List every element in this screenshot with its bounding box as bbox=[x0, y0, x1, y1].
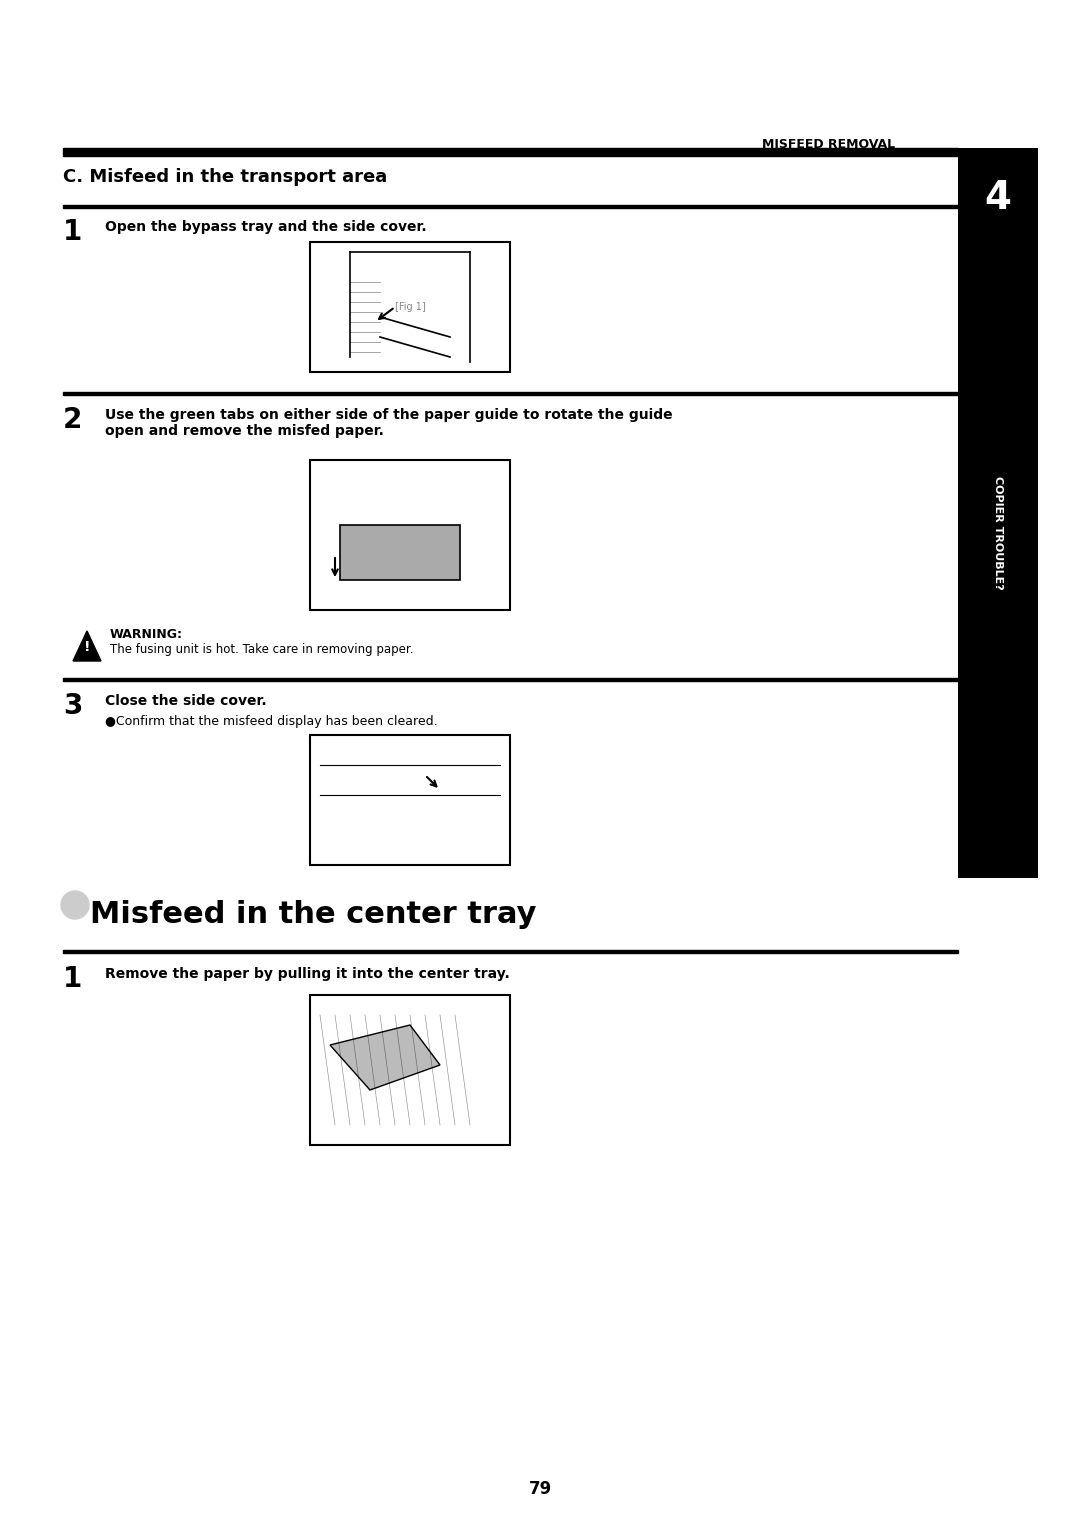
Bar bbox=[63, 205, 958, 208]
Text: WARNING:: WARNING: bbox=[110, 628, 183, 642]
Polygon shape bbox=[73, 631, 102, 662]
Bar bbox=[340, 526, 460, 581]
Text: 2: 2 bbox=[63, 406, 82, 434]
Text: 1: 1 bbox=[63, 219, 82, 246]
Text: 1: 1 bbox=[63, 966, 82, 993]
Text: 3: 3 bbox=[63, 692, 82, 720]
Bar bbox=[310, 460, 510, 610]
Text: ●Confirm that the misfeed display has been cleared.: ●Confirm that the misfeed display has be… bbox=[105, 715, 437, 727]
Circle shape bbox=[60, 891, 89, 918]
Text: The fusing unit is hot. Take care in removing paper.: The fusing unit is hot. Take care in rem… bbox=[110, 643, 414, 656]
Text: MISFEED REMOVAL: MISFEED REMOVAL bbox=[761, 138, 895, 151]
Text: C. Misfeed in the transport area: C. Misfeed in the transport area bbox=[63, 168, 388, 186]
Text: 4: 4 bbox=[985, 179, 1012, 217]
Text: Close the side cover.: Close the side cover. bbox=[105, 694, 267, 707]
Bar bbox=[63, 950, 958, 953]
Bar bbox=[63, 393, 958, 396]
Bar bbox=[310, 735, 510, 865]
Bar bbox=[310, 241, 510, 371]
Text: Open the bypass tray and the side cover.: Open the bypass tray and the side cover. bbox=[105, 220, 427, 234]
Bar bbox=[63, 148, 958, 156]
Text: Remove the paper by pulling it into the center tray.: Remove the paper by pulling it into the … bbox=[105, 967, 510, 981]
Bar bbox=[958, 148, 1038, 879]
Text: COPIER TROUBLE?: COPIER TROUBLE? bbox=[993, 477, 1003, 590]
Text: [Fig 1]: [Fig 1] bbox=[394, 303, 426, 312]
Polygon shape bbox=[330, 1025, 440, 1089]
Bar bbox=[310, 995, 510, 1144]
Text: 79: 79 bbox=[528, 1481, 552, 1497]
Text: !: ! bbox=[84, 640, 91, 654]
Text: Misfeed in the center tray: Misfeed in the center tray bbox=[90, 900, 537, 929]
Bar bbox=[63, 678, 958, 681]
Text: Use the green tabs on either side of the paper guide to rotate the guide
open an: Use the green tabs on either side of the… bbox=[105, 408, 673, 439]
